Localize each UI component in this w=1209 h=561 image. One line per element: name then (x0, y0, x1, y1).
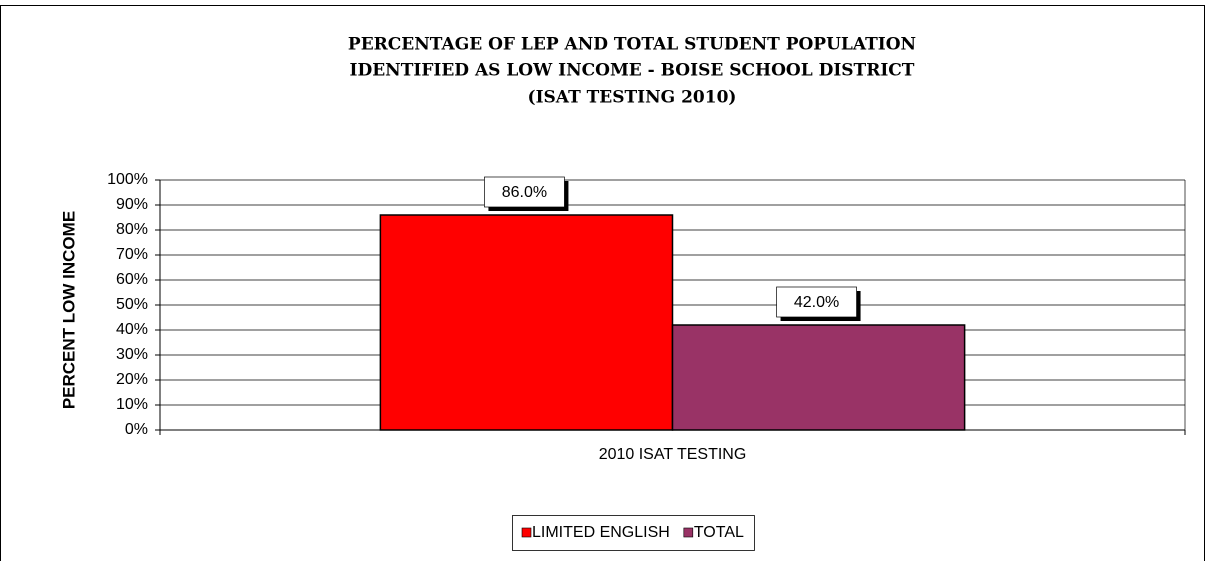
y-tick-label: 80% (116, 221, 148, 238)
data-label: 86.0% (502, 184, 547, 201)
legend-label: LIMITED ENGLISH (532, 524, 670, 541)
legend-label: TOTAL (694, 524, 744, 541)
y-tick-label: 10% (116, 396, 148, 413)
y-axis-label: PERCENT LOW INCOME (59, 211, 78, 409)
y-tick-label: 100% (107, 171, 148, 188)
chart-title: PERCENTAGE OF LEP AND TOTAL STUDENT POPU… (348, 35, 916, 55)
y-tick-label: 40% (116, 321, 148, 338)
legend-swatch (683, 527, 694, 538)
x-tick-label: 2010 ISAT TESTING (599, 446, 747, 463)
chart-title: IDENTIFIED AS LOW INCOME - BOISE SCHOOL … (350, 61, 915, 81)
legend-swatch (521, 527, 532, 538)
y-tick-label: 50% (116, 296, 148, 313)
y-tick-label: 20% (116, 371, 148, 388)
y-tick-label: 0% (125, 421, 148, 438)
y-tick-label: 70% (116, 246, 148, 263)
data-label-box (776, 286, 857, 318)
bar (671, 324, 966, 431)
y-tick-label: 60% (116, 271, 148, 288)
data-label-box (484, 176, 565, 208)
legend-box (512, 515, 755, 551)
bar (379, 214, 674, 431)
y-tick-label: 90% (116, 196, 148, 213)
y-tick-label: 30% (116, 346, 148, 363)
chart-title: (ISAT TESTING 2010) (528, 88, 737, 108)
data-label: 42.0% (794, 294, 839, 311)
